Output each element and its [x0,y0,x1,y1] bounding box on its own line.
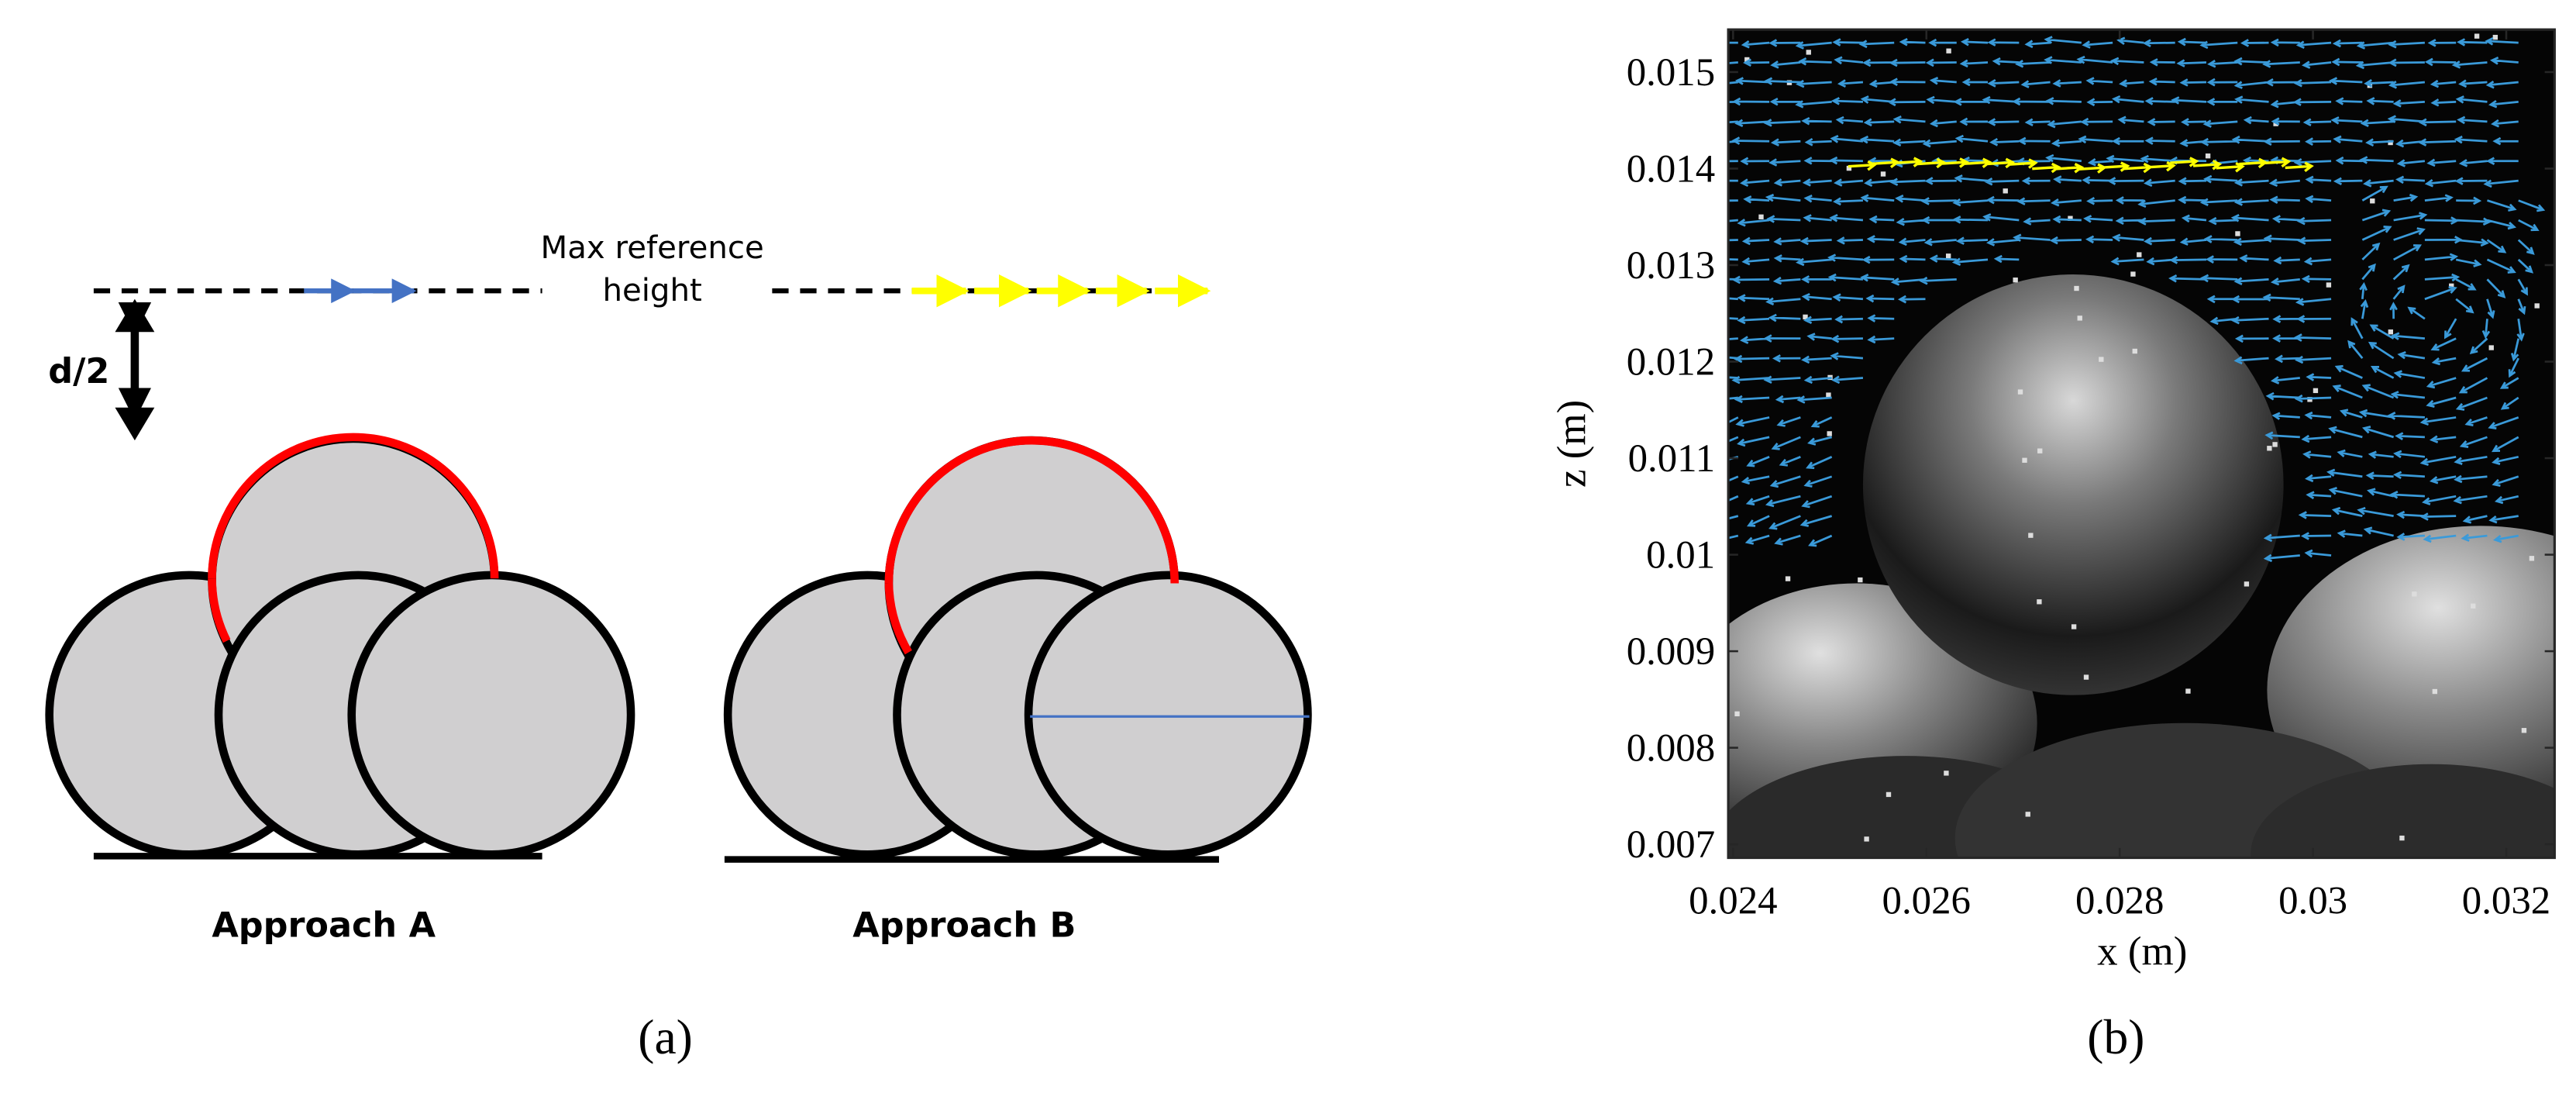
particle [2307,397,2313,402]
exposed-arc [884,436,1180,584]
y-tick-label: 0.01 [1646,534,1715,578]
caption: (a) [638,1009,693,1064]
particle [1858,577,1863,583]
axes-box [1727,28,2556,860]
particle [2003,188,2008,194]
y-tick-label: 0.007 [1627,823,1715,867]
particle [2037,599,2042,605]
particle [2399,835,2405,841]
particle [2474,33,2480,39]
panel-b: x (m) z (m) (b) 0.024 0.026 0.028 0.03 0.032… [1550,28,2556,1064]
y-tick-label: 0.009 [1627,630,1715,674]
particle [2370,198,2375,204]
particle [1827,431,1832,436]
particle [2071,624,2077,629]
particle [2388,329,2393,335]
particle [2068,216,2073,221]
spheres-b [723,436,1312,859]
particle [2412,591,2417,597]
y-tick-label: 0.008 [1627,727,1715,771]
particle [2388,140,2393,146]
particle [1785,576,1791,581]
particle [2326,282,2332,288]
d-label: d/2 [48,352,109,391]
particle [1846,165,1852,171]
particle [2235,231,2240,236]
particle [1886,791,1892,798]
particle [2132,348,2137,354]
caption: (b) [2087,1009,2144,1064]
y-tick-label: 0.013 [1627,244,1715,288]
particle [1864,836,1869,842]
particle [2025,812,2030,817]
x-tick-label: 0.03 [2278,880,2347,923]
particle [2244,581,2250,587]
max-label: Max reference [540,230,763,266]
particle [1734,711,1740,717]
particle [1945,253,1951,259]
particle [2534,303,2540,309]
x-tick-label: 0.024 [1689,880,1777,923]
particle [2529,556,2535,561]
particle [1880,171,1886,177]
particle [2432,688,2438,695]
particle [2022,457,2027,463]
reference-vectors [1848,157,2314,174]
x-axis-label: x (m) [2097,929,2187,974]
particle [2205,153,2211,159]
particle [2492,34,2499,40]
particle [1803,314,1808,320]
y-tick-label: 0.011 [1628,437,1716,481]
particle [2137,252,2142,257]
particle [1944,771,1949,776]
exposed-arc [208,578,231,643]
y-tick-label: 0.014 [1627,147,1715,191]
particle [2017,389,2023,395]
particle [2077,316,2082,321]
particle [2521,728,2527,733]
particle [2074,285,2079,291]
particle [2083,674,2089,680]
x-tick-label: 0.026 [1882,880,1971,923]
particle [2272,442,2278,447]
particle [1946,48,1951,53]
y-tick-label: 0.012 [1627,340,1715,384]
particle [2028,533,2034,538]
particle [2099,357,2104,362]
particle [2471,603,2476,609]
approach-label: Approach A [212,905,436,945]
particle [1826,392,1831,398]
particle [2130,271,2136,277]
piv-image [1728,29,2555,858]
arrow-heads [115,298,155,441]
particle [1806,50,1811,55]
panel-a: Max reference height d/2 Approach A Appr… [45,230,1312,1064]
particle [2449,283,2454,289]
x-tick-label: 0.028 [2075,880,2164,923]
particle [2037,448,2043,453]
particle [2488,345,2494,350]
particle [2013,278,2018,283]
spheres-a [45,434,635,859]
max-label: height [602,273,701,309]
x-tick-label: 0.032 [2462,880,2550,923]
y-axis-label: z (m) [1550,400,1595,488]
particle [2267,446,2272,451]
y-tick-label: 0.015 [1627,51,1715,95]
exposed-arc [208,433,499,579]
approach-label: Approach B [852,905,1076,945]
exposed-arc [884,583,912,655]
particle [2185,688,2191,694]
particle [1744,57,1750,63]
particle [2313,388,2319,394]
particle [1758,214,1764,219]
